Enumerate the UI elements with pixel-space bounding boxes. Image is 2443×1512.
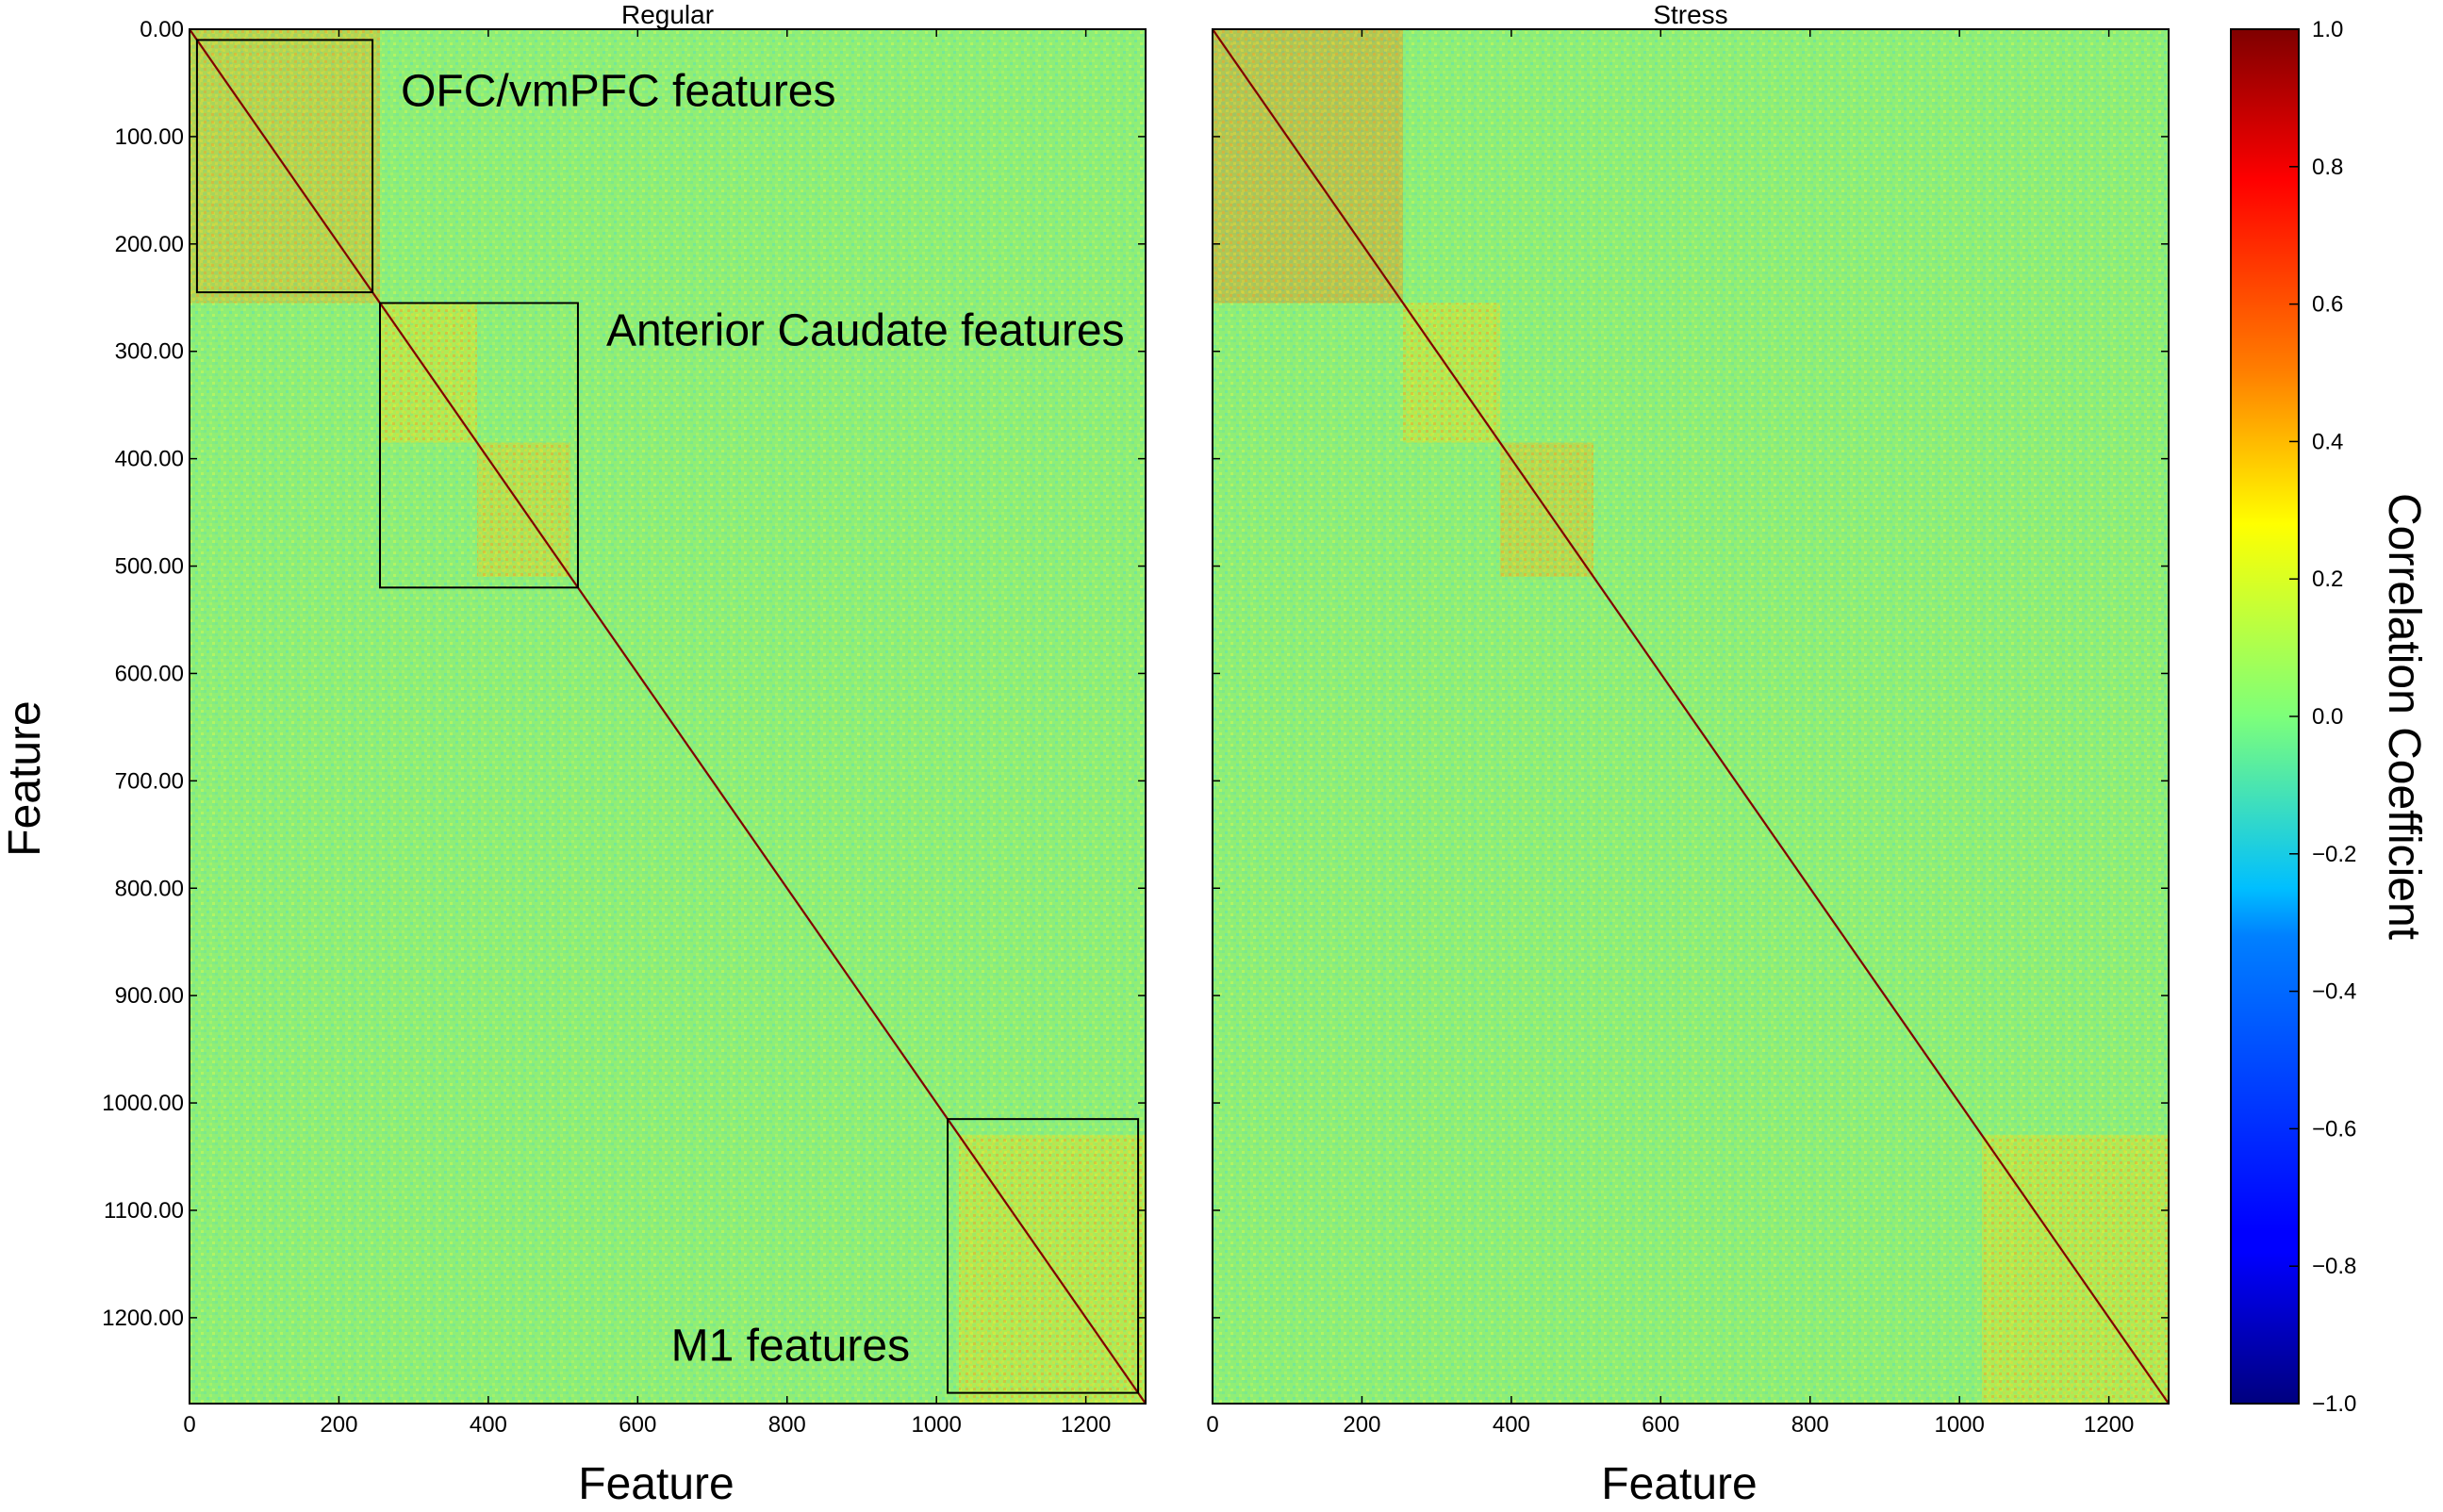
y-tick-label: 200.00 [115, 232, 184, 257]
annotation-label: Anterior Caudate features [606, 305, 1125, 355]
x-tick-label: 600 [619, 1412, 656, 1438]
colorbar-tick-label: −1.0 [2312, 1391, 2356, 1417]
annotation-box [379, 302, 579, 589]
x-tick-label: 1200 [2084, 1412, 2134, 1438]
y-tick-label: 600.00 [115, 661, 184, 686]
annotation-box [947, 1118, 1140, 1394]
colorbar-tick-label: 0.6 [2312, 292, 2343, 318]
x-tick-label: 600 [1642, 1412, 1679, 1438]
y-tick-label: 400.00 [115, 447, 184, 472]
y-tick-label: 1200.00 [102, 1306, 184, 1331]
y-tick-label: 800.00 [115, 876, 184, 901]
x-tick-label: 400 [470, 1412, 507, 1438]
plot-frame [1212, 28, 2170, 1405]
panel-title: Stress [1653, 0, 1727, 29]
colorbar: 1.0 0.8 0.6 0.4 0.2 0.0 −0.2 −0.4 −0.6 −0.8 −1.0 [2230, 17, 2356, 1417]
plot-frame [189, 28, 1147, 1405]
y-axis-label: Feature [0, 700, 50, 856]
y-tick-label: 300.00 [115, 339, 184, 365]
x-tick-label: 800 [768, 1412, 806, 1438]
x-tick-label: 1000 [911, 1412, 961, 1438]
y-tick-label: 700.00 [115, 768, 184, 794]
x-tick-label: 0 [183, 1412, 195, 1438]
x-tick-label: 200 [320, 1412, 357, 1438]
annotation-box [195, 39, 374, 294]
colorbar-tick-label: 0.8 [2312, 155, 2343, 180]
panel-title: Regular [621, 0, 714, 29]
annotation-label: OFC/vmPFC features [401, 66, 835, 116]
x-axis-label: Feature [1601, 1459, 1757, 1509]
y-tick-label: 1100.00 [104, 1198, 184, 1224]
diagonal-line [1212, 28, 2170, 1405]
colorbar-tick-label: 0.2 [2312, 567, 2343, 592]
x-tick-label: 0 [1206, 1412, 1218, 1438]
x-axis-label: Feature [578, 1459, 734, 1509]
colorbar-tick-label: −0.2 [2312, 842, 2356, 867]
colorbar-tick-label: −0.8 [2312, 1254, 2356, 1279]
y-tick-label: 1000.00 [102, 1091, 184, 1116]
panel-stress: Stress 0 200 400 600 800 1000 1200 Feature [1206, 0, 2170, 1509]
x-tick-label: 400 [1493, 1412, 1530, 1438]
y-tick-label: 100.00 [115, 124, 184, 150]
x-tick-label: 1200 [1061, 1412, 1111, 1438]
colorbar-tick-label: 0.0 [2312, 704, 2343, 730]
y-tick-label: 500.00 [115, 554, 184, 580]
annotation-label: M1 features [671, 1322, 910, 1372]
x-tick-label: 200 [1343, 1412, 1380, 1438]
colorbar-tick-label: −0.6 [2312, 1116, 2356, 1142]
colorbar-tick-label: 0.4 [2312, 429, 2343, 454]
x-tick-label: 1000 [1934, 1412, 1984, 1438]
colorbar-gradient [2230, 28, 2300, 1405]
diagonal-line [189, 28, 1147, 1405]
y-tick-label: 900.00 [115, 983, 184, 1009]
panel-regular: Regular 0 200 400 600 800 1000 1200 Feature 0.00 1… [102, 0, 1147, 1509]
colorbar-label: Correlation Coefficient [2379, 493, 2429, 940]
colorbar-tick-label: −0.4 [2312, 979, 2356, 1005]
y-tick-label: 0.00 [140, 17, 184, 42]
colorbar-tick-label: 1.0 [2312, 17, 2343, 42]
x-tick-label: 800 [1791, 1412, 1829, 1438]
